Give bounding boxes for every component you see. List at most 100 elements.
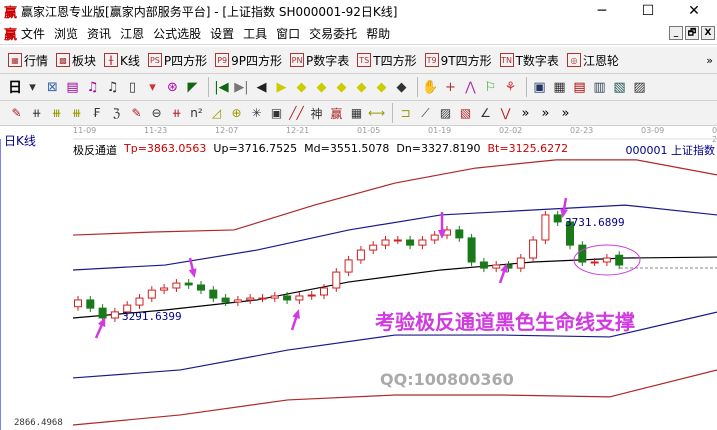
arrow-head-icon [188, 268, 197, 278]
candle [184, 282, 193, 286]
min-price-label: 2866.4968 [14, 418, 63, 428]
indicator-values: 极反通道 Tp=3863.0563 Up=3716.7525 Md=3551.5… [73, 142, 568, 158]
drawing-tool-icon-21[interactable]: ▨ [439, 106, 452, 120]
chart-tool-icon-18[interactable]: ◆ [396, 79, 407, 95]
toolbar-item-3[interactable]: PS P四方形 [147, 52, 207, 69]
toolbar-item-1[interactable]: ▩ 板块 [56, 52, 96, 69]
arrow-head-icon [292, 309, 300, 319]
toolbar-item-7[interactable]: T9 9T四方形 [424, 52, 492, 69]
chart-tool-icon-9[interactable]: |◀ [214, 79, 229, 95]
drawing-tool-icon-13[interactable]: ▣ [270, 106, 283, 120]
chart-tool-icon-1[interactable]: ⊠ [47, 79, 58, 95]
menu-trade[interactable]: 交易委托 [309, 26, 358, 41]
toolbar-item-5[interactable]: PN P数字表 [290, 52, 349, 69]
toolbar-item-8[interactable]: TN T数字表 [499, 52, 559, 69]
candle [160, 287, 169, 291]
chart-tool-icon-28[interactable]: ▧ [613, 79, 626, 95]
toolbar-more-button[interactable]: » [521, 105, 530, 121]
drawing-tool-icon-17[interactable]: ▦ [350, 106, 363, 120]
menu-formula[interactable]: 公式选股 [153, 26, 202, 41]
chart-tool-icon-22[interactable]: ⚐ [484, 79, 497, 95]
menu-help[interactable]: 帮助 [366, 26, 391, 41]
chart-tool-icon-29[interactable]: ▨ [633, 79, 646, 95]
drawing-tool-icon-22[interactable]: ▧ [459, 106, 472, 120]
drawing-tool-icon-23[interactable]: ∠ [480, 106, 491, 120]
up-value: Up=3716.7525 [213, 142, 298, 155]
toolbar-divider [208, 77, 209, 97]
menu-window[interactable]: 窗口 [276, 26, 301, 41]
menu-tools[interactable]: 工具 [243, 26, 268, 41]
drawing-tool-icon-16[interactable]: 赢 [330, 106, 343, 121]
chart-tool-icon-26[interactable]: ▤ [573, 79, 586, 95]
toolbar-item-2[interactable]: ╫ K线 [104, 52, 140, 69]
toolbar-more-button[interactable]: » [561, 105, 570, 121]
drawing-tool-icon-5[interactable]: ℨ [112, 106, 121, 120]
chart-tool-icon-19[interactable]: ✋ [422, 79, 439, 95]
drawing-tool-icon-4[interactable]: ₣ [92, 106, 101, 120]
chart-tool-icon-11[interactable]: ◀ [256, 79, 267, 95]
chart-tool-icon-13[interactable]: ◆ [296, 79, 307, 95]
drawing-tool-icon-10[interactable]: ◿ [211, 106, 222, 120]
drawing-tool-icon-15[interactable]: 神 [310, 106, 323, 121]
chart-tool-icon-27[interactable]: ▥ [593, 79, 606, 95]
chart-tool-icon-3[interactable]: ♫ [86, 79, 99, 95]
chart-tool-icon-12[interactable]: ▶ [276, 79, 287, 95]
close-button[interactable]: ✕ [688, 3, 700, 19]
minimize-button[interactable]: ─ [597, 3, 607, 19]
chart-tool-icon-2[interactable]: ▤ [66, 79, 79, 95]
toolbar-more-button[interactable]: » [541, 105, 550, 121]
arrow-head-icon [500, 263, 508, 273]
drawing-tool-icon-3[interactable]: ⧻ [71, 106, 82, 120]
toolbar-more-button[interactable]: » [706, 53, 713, 67]
drawing-tool-icon-7[interactable]: ⊖ [151, 106, 162, 120]
chart-tool-icon-16[interactable]: ◆ [356, 79, 367, 95]
chart-tool-icon-4[interactable]: ♫ [106, 79, 119, 95]
candle [369, 244, 378, 251]
chart-tool-icon-7[interactable]: ⊛ [167, 79, 178, 95]
mdi-minimize-button[interactable]: _ [669, 26, 683, 40]
drawing-tool-icon-8[interactable]: ⧺ [171, 106, 182, 120]
drawing-tool-icon-6[interactable]: ✎ [131, 106, 142, 120]
drawing-tool-icon-14[interactable]: ╱╱ [289, 106, 304, 120]
toolbar-item-9[interactable]: ◎ 江恩轮 [566, 52, 619, 69]
drawing-tool-icon-12[interactable]: ✳ [251, 106, 262, 120]
candle [307, 294, 316, 297]
menu-file[interactable]: 文件 [21, 26, 46, 41]
menu-browse[interactable]: 浏览 [54, 26, 79, 41]
drawing-tool-icon-1[interactable]: ⧺ [31, 106, 42, 120]
chart-tool-icon-8[interactable]: ◤ [187, 79, 198, 95]
drawing-tool-icon-24[interactable]: ⋁ [500, 106, 511, 120]
chart-tool-icon-14[interactable]: ◆ [316, 79, 327, 95]
chart-tool-icon-15[interactable]: ◆ [336, 79, 347, 95]
drawing-tool-icon-9[interactable]: n² [190, 106, 203, 120]
drawing-tool-icon-19[interactable]: ⊐ [400, 106, 411, 120]
chart-tool-icon-6[interactable]: ▾ [149, 79, 156, 95]
toolbar-item-4[interactable]: P9 9P四方形 [215, 52, 282, 69]
chart-tool-icon-24[interactable]: ▣ [533, 79, 546, 95]
menu-settings[interactable]: 设置 [210, 26, 235, 41]
maximize-button[interactable]: ☐ [641, 3, 655, 19]
candle [566, 221, 574, 246]
drawing-tool-icon-20[interactable]: ⟋ [421, 105, 430, 120]
menu-info[interactable]: 资讯 [87, 26, 112, 41]
toolbar-item-0[interactable]: ▦ 行情 [8, 52, 48, 69]
drawing-tool-icon-2[interactable]: ⧻ [51, 106, 62, 120]
menu-gann[interactable]: 江恩 [120, 26, 145, 41]
chart-tool-icon-17[interactable]: ◆ [376, 79, 387, 95]
drawing-tool-icon-11[interactable]: ⊕ [231, 106, 242, 120]
drawing-tool-icon-0[interactable]: ✎ [11, 106, 22, 120]
wheel-icon: ◎ [566, 53, 581, 67]
mdi-close-button[interactable]: X [701, 26, 715, 40]
toolbar-item-6[interactable]: TS T四方形 [357, 52, 417, 69]
chart-tool-icon-25[interactable]: ▦ [553, 79, 566, 95]
chart-tool-icon-21[interactable]: ⋀ [465, 79, 476, 95]
chart-tool-icon-10[interactable]: ▶| [234, 79, 249, 95]
period-select[interactable]: 日 [8, 80, 22, 96]
chart-tool-icon-0[interactable]: ▾ [29, 79, 36, 95]
chart-tool-icon-5[interactable]: ▯ [128, 79, 137, 95]
chart-tool-icon-20[interactable]: + [445, 79, 456, 95]
chart-tool-icon-23[interactable]: ⚘ [504, 79, 517, 95]
drawing-tool-icon-18[interactable]: ⟷ [368, 106, 386, 120]
mdi-restore-button[interactable]: 🗗 [685, 26, 699, 40]
